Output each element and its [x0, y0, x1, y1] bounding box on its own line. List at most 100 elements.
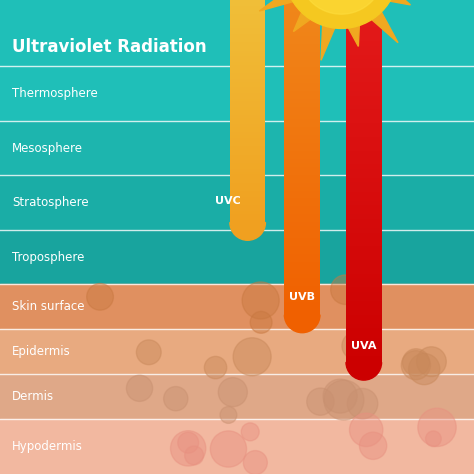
Bar — [284, 12, 320, 16]
Bar — [346, 264, 382, 269]
Bar — [230, 194, 265, 197]
Text: Mesosphere: Mesosphere — [12, 142, 83, 155]
Bar — [284, 107, 320, 111]
Bar — [284, 274, 320, 278]
Circle shape — [401, 351, 430, 380]
Circle shape — [402, 349, 429, 376]
Circle shape — [178, 432, 199, 453]
Text: Ultraviolet Radiation: Ultraviolet Radiation — [12, 38, 207, 56]
Bar — [284, 36, 320, 40]
Bar — [284, 91, 320, 95]
Bar — [230, 67, 265, 70]
Bar — [284, 254, 320, 258]
Bar — [346, 105, 382, 109]
Bar — [284, 4, 320, 8]
Text: Skin surface: Skin surface — [12, 301, 84, 313]
Bar — [346, 27, 382, 32]
Bar — [0, 374, 474, 419]
Circle shape — [171, 431, 206, 466]
Bar — [284, 163, 320, 167]
Bar — [346, 292, 382, 297]
Bar — [346, 18, 382, 23]
Bar — [346, 191, 382, 196]
Bar — [230, 45, 265, 48]
Bar — [346, 269, 382, 274]
Bar — [230, 54, 265, 56]
Circle shape — [331, 275, 360, 304]
Bar — [284, 64, 320, 67]
Bar — [230, 82, 265, 84]
Bar — [346, 319, 382, 324]
Wedge shape — [230, 222, 265, 240]
Bar — [346, 360, 382, 365]
Bar — [230, 124, 265, 127]
Bar — [284, 210, 320, 214]
Bar — [230, 121, 265, 124]
Bar — [230, 152, 265, 155]
Bar — [230, 14, 265, 17]
Bar — [230, 222, 265, 225]
Bar — [284, 95, 320, 99]
Bar — [346, 155, 382, 160]
Bar — [230, 214, 265, 217]
Bar — [230, 96, 265, 99]
Bar — [284, 167, 320, 171]
Circle shape — [233, 338, 271, 376]
Text: Dermis: Dermis — [12, 391, 54, 403]
Bar — [284, 52, 320, 55]
Bar — [284, 28, 320, 32]
Bar — [284, 179, 320, 182]
Circle shape — [250, 311, 272, 333]
Bar — [346, 64, 382, 68]
Bar — [230, 73, 265, 76]
Bar — [230, 177, 265, 180]
Bar — [284, 234, 320, 238]
Bar — [284, 32, 320, 36]
Bar — [284, 48, 320, 52]
Bar — [284, 187, 320, 191]
Circle shape — [220, 407, 237, 423]
Bar — [284, 83, 320, 87]
Text: UVC: UVC — [215, 196, 240, 206]
Bar — [346, 46, 382, 50]
Bar — [230, 155, 265, 158]
Bar — [230, 48, 265, 51]
Bar — [230, 191, 265, 194]
Bar — [230, 99, 265, 101]
Bar — [284, 72, 320, 75]
Bar — [230, 127, 265, 129]
Circle shape — [418, 408, 456, 447]
Bar — [284, 314, 320, 318]
Bar — [230, 186, 265, 189]
Bar — [230, 158, 265, 160]
Bar — [230, 203, 265, 205]
Bar — [230, 9, 265, 11]
Circle shape — [218, 378, 247, 407]
Bar — [230, 174, 265, 177]
Bar — [346, 237, 382, 242]
Bar — [284, 123, 320, 127]
Bar — [230, 65, 265, 67]
Bar — [284, 87, 320, 91]
Bar — [284, 40, 320, 44]
Bar — [346, 14, 382, 18]
Polygon shape — [259, 0, 298, 11]
Bar — [230, 141, 265, 144]
Bar — [230, 205, 265, 208]
Bar — [346, 246, 382, 251]
Bar — [230, 62, 265, 65]
Bar — [230, 197, 265, 200]
Bar — [346, 283, 382, 287]
Bar — [230, 84, 265, 87]
Bar — [284, 270, 320, 274]
Polygon shape — [346, 20, 360, 46]
Circle shape — [426, 431, 441, 447]
Bar — [346, 224, 382, 228]
Bar — [230, 160, 265, 163]
Bar — [346, 160, 382, 164]
Bar — [230, 23, 265, 25]
Bar — [0, 329, 474, 374]
Text: Epidermis: Epidermis — [12, 346, 71, 358]
Bar — [346, 91, 382, 96]
Bar — [346, 137, 382, 141]
